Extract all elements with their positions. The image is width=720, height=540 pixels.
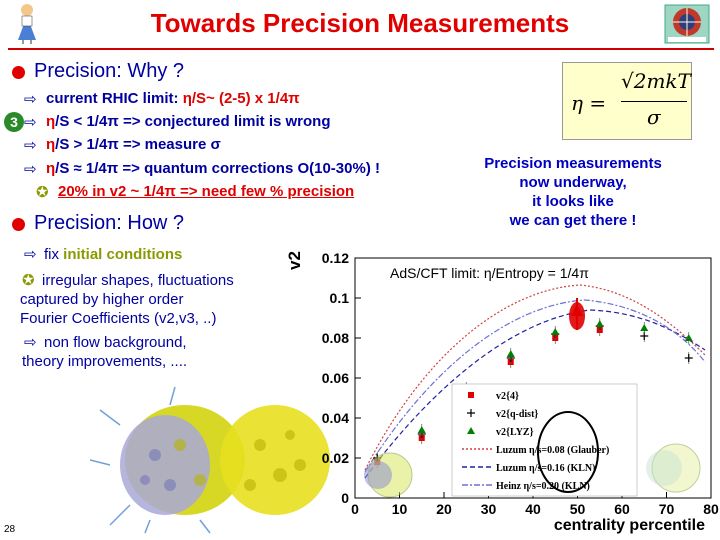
- theory-curve-heinz: [364, 299, 706, 473]
- x-tick-label: 60: [614, 501, 630, 517]
- arrow-icon: ⇨: [24, 137, 37, 154]
- note-line-1: Precision measurements: [484, 155, 662, 172]
- section-bullet-icon: [12, 218, 25, 231]
- data-point-v2-qdist: [684, 354, 693, 362]
- ads-marker: [569, 302, 585, 330]
- y-tick-label: 0.06: [322, 370, 349, 386]
- overlap-blue: [364, 461, 392, 489]
- formula-numerator: √2mkT: [621, 69, 691, 93]
- legend-label: v2{q-dist}: [496, 409, 538, 420]
- check-icon: ✪: [36, 184, 49, 201]
- data-point-v2-lyz: [417, 426, 426, 433]
- why-item-4-post: /S ≈ 1/4π => quantum corrections O(10-30…: [55, 160, 380, 177]
- how-item-1-pre: fix: [44, 246, 64, 263]
- why-item-2: η/S < 1/4π => conjectured limit is wrong: [46, 113, 331, 130]
- precision-note: Precision measurements now underway, it …: [448, 154, 698, 230]
- formula-denominator: σ: [647, 105, 661, 129]
- legend-label: Heinz η/s=0.20 (KLN): [496, 481, 590, 492]
- x-tick-label: 10: [392, 501, 408, 517]
- y-tick-label: 0.02: [322, 450, 349, 466]
- legend-marker: [468, 392, 474, 398]
- how-item-3: non flow background, theory improvements…: [22, 333, 282, 371]
- highlight-circle: [537, 411, 599, 493]
- legend-marker: [467, 427, 475, 434]
- how-item-2-line-1: irregular shapes, fluctuations: [42, 272, 234, 289]
- logo-right: [664, 4, 710, 44]
- x-tick-label: 40: [525, 501, 541, 517]
- data-point-v2-lyz: [595, 320, 604, 327]
- check-icon: ✪: [22, 272, 35, 289]
- data-point-v2-lyz: [684, 334, 693, 341]
- x-tick-label: 0: [351, 501, 359, 517]
- why-item-2-post: /S < 1/4π => conjectured limit is wrong: [55, 113, 331, 130]
- legend-box: [451, 383, 638, 497]
- y-tick-label: 0.08: [322, 330, 349, 346]
- y-tick-label: 0.04: [322, 410, 349, 426]
- note-line-3: it looks like: [532, 193, 614, 210]
- how-item-3-line-1: non flow background,: [44, 334, 187, 351]
- arrow-icon: ⇨: [24, 91, 37, 108]
- x-tick-label: 20: [436, 501, 452, 517]
- theory-curve-kln: [364, 309, 706, 479]
- note-line-2: now underway,: [519, 174, 627, 191]
- how-item-2: irregular shapes, fluctuations captured …: [20, 271, 280, 328]
- theory-curve-glauber: [364, 284, 706, 471]
- page-number: 28: [4, 524, 16, 535]
- data-point-v2-lyz: [551, 328, 560, 335]
- overlap-right-yellow: [651, 443, 701, 493]
- fraction-bar: [621, 101, 687, 102]
- how-item-1-emphasis: initial conditions: [63, 246, 183, 263]
- section-bullet-icon: [12, 66, 25, 79]
- why-item-3: η/S > 1/4π => measure σ: [46, 136, 221, 153]
- x-tick-label: 70: [659, 501, 675, 517]
- x-tick-label: 80: [703, 501, 719, 517]
- how-item-1: fix initial conditions: [44, 245, 182, 264]
- arrow-icon: ⇨: [24, 161, 37, 178]
- legend-label: Luzum η/s=0.08 (Glauber): [496, 445, 609, 456]
- eta-symbol: η: [46, 136, 56, 153]
- section-heading-why: Precision: Why ?: [34, 60, 185, 82]
- why-item-4: η/S ≈ 1/4π => quantum corrections O(10-3…: [46, 160, 380, 177]
- page-title: Towards Precision Measurements: [150, 8, 570, 38]
- y-tick-label: 0: [341, 490, 349, 506]
- legend-label: Luzum η/s=0.16 (KLN): [496, 463, 595, 474]
- eta-symbol: η: [46, 160, 56, 177]
- eta-symbol: η: [46, 113, 56, 130]
- overlap-right-green: [646, 450, 682, 486]
- section-heading-how: Precision: How ?: [34, 212, 185, 234]
- ads-limit-label: AdS/CFT limit: η/Entropy = 1/4π: [390, 265, 589, 281]
- y-tick-label: 0.12: [322, 250, 349, 266]
- why-item-1-post: /S~ (2-5) x 1/4π: [191, 90, 300, 107]
- why-item-3-post: /S > 1/4π => measure σ: [55, 136, 221, 153]
- x-tick-label: 50: [570, 501, 586, 517]
- data-point-v2-lyz: [640, 324, 649, 331]
- slide-badge: 3: [4, 112, 24, 132]
- logo-left: [10, 2, 44, 44]
- data-point-v2-lyz: [506, 350, 515, 357]
- legend-marker: [467, 409, 475, 417]
- why-item-1: current RHIC limit: η/S~ (2-5) x 1/4π: [46, 90, 300, 107]
- note-line-4: we can get there !: [509, 212, 637, 229]
- legend-label: v2{LYZ}: [496, 427, 534, 438]
- y-axis-label: v2: [285, 251, 304, 270]
- why-item-1-pre: current RHIC limit:: [46, 90, 183, 107]
- how-item-2-line-2: captured by higher order: [20, 291, 184, 308]
- y-tick-label: 0.1: [330, 290, 350, 306]
- legend-label: v2{4}: [496, 391, 519, 402]
- how-item-3-line-2: theory improvements, ....: [22, 353, 188, 370]
- why-conclusion: 20% in v2 ~ 1/4π => need few % precision: [58, 183, 355, 200]
- title-divider: [8, 48, 714, 50]
- eta-symbol: η: [182, 90, 192, 107]
- how-item-2-line-3: Fourier Coefficients (v2,v3, ..): [20, 310, 217, 327]
- viscosity-formula: η = √2mkT σ: [562, 62, 692, 140]
- arrow-icon: ⇨: [24, 246, 37, 263]
- x-tick-label: 30: [481, 501, 497, 517]
- arrow-icon: ⇨: [24, 114, 37, 131]
- formula-lhs: η =: [571, 91, 607, 115]
- collision-illustration: [89, 385, 340, 535]
- arrow-icon: ⇨: [24, 334, 37, 351]
- x-axis-label: centrality percentile: [554, 517, 705, 534]
